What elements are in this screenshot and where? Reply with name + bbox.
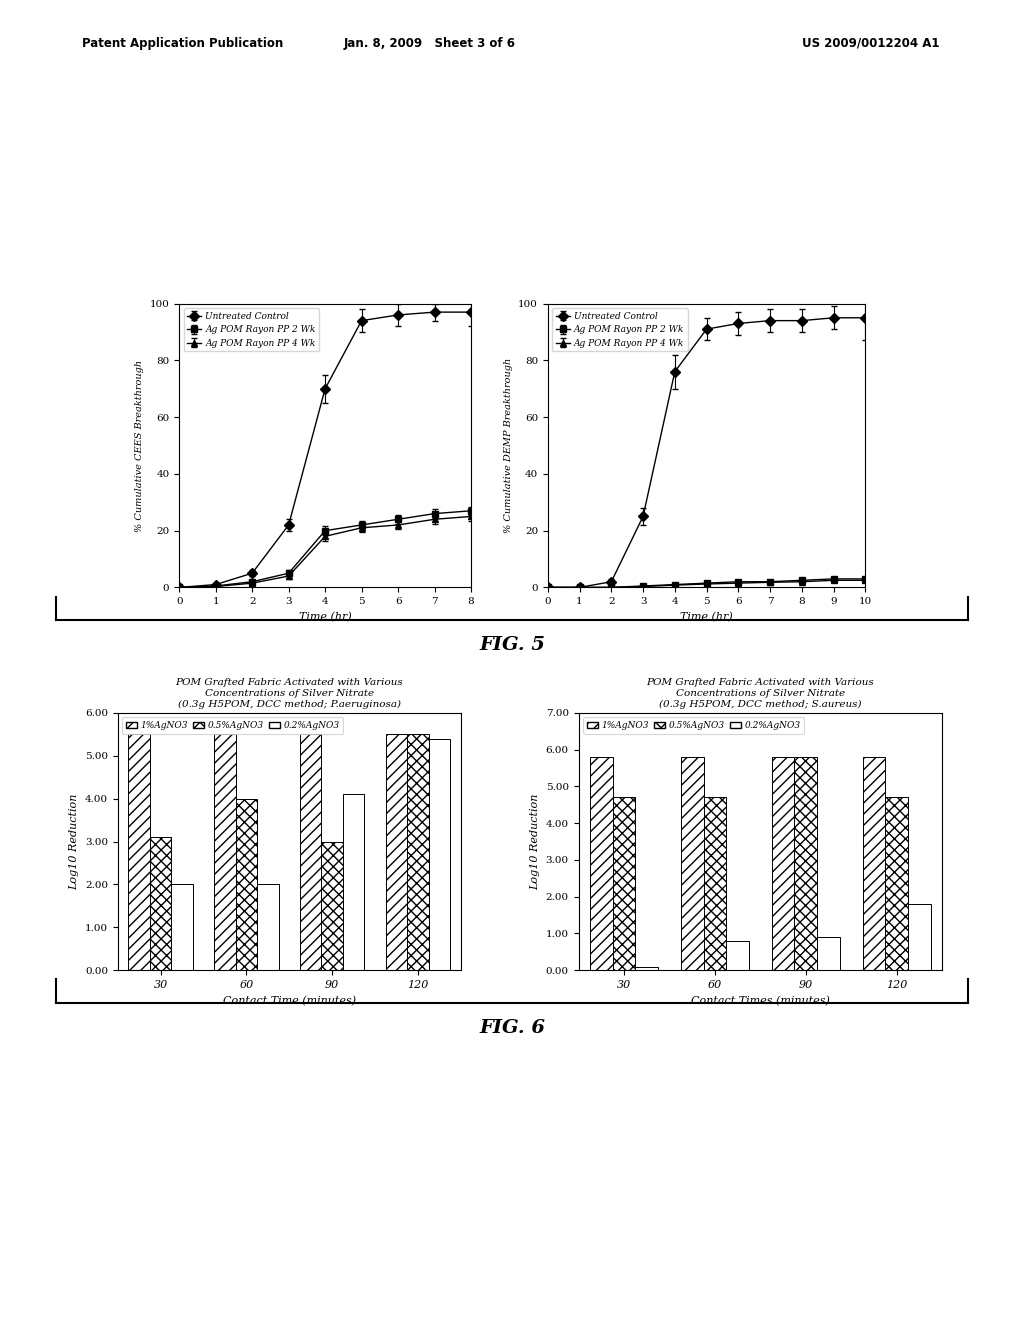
Bar — [703, 797, 726, 970]
Bar — [236, 799, 257, 970]
X-axis label: Time (hr): Time (hr) — [299, 611, 351, 622]
Bar — [908, 904, 931, 970]
Bar — [862, 756, 886, 970]
Bar — [386, 734, 408, 970]
Bar — [171, 884, 193, 970]
Text: Jan. 8, 2009   Sheet 3 of 6: Jan. 8, 2009 Sheet 3 of 6 — [344, 37, 516, 50]
Bar — [726, 941, 749, 970]
Bar — [429, 739, 451, 970]
Bar — [214, 734, 236, 970]
Bar — [257, 884, 279, 970]
Title: POM Grafted Fabric Activated with Various
Concentrations of Silver Nitrate
(0.3g: POM Grafted Fabric Activated with Variou… — [646, 678, 874, 709]
X-axis label: Contact Times (minutes): Contact Times (minutes) — [691, 995, 829, 1006]
Legend: 1%AgNO3, 0.5%AgNO3, 0.2%AgNO3: 1%AgNO3, 0.5%AgNO3, 0.2%AgNO3 — [122, 717, 343, 734]
X-axis label: Time (hr): Time (hr) — [680, 611, 733, 622]
Bar — [150, 837, 171, 970]
Text: FIG. 6: FIG. 6 — [479, 1019, 545, 1038]
Bar — [817, 937, 840, 970]
Bar — [635, 966, 658, 970]
Y-axis label: % Cumulative DEMP Breakthrough: % Cumulative DEMP Breakthrough — [504, 358, 513, 533]
Text: FIG. 5: FIG. 5 — [479, 636, 545, 655]
Bar — [300, 734, 322, 970]
Y-axis label: Log10 Reduction: Log10 Reduction — [530, 793, 540, 890]
Bar — [772, 756, 795, 970]
Y-axis label: Log10 Reduction: Log10 Reduction — [70, 793, 79, 890]
Legend: Untreated Control, Ag POM Rayon PP 2 Wk, Ag POM Rayon PP 4 Wk: Untreated Control, Ag POM Rayon PP 2 Wk,… — [183, 308, 319, 351]
Text: US 2009/0012204 A1: US 2009/0012204 A1 — [802, 37, 939, 50]
Bar — [681, 756, 703, 970]
Legend: Untreated Control, Ag POM Rayon PP 2 Wk, Ag POM Rayon PP 4 Wk: Untreated Control, Ag POM Rayon PP 2 Wk,… — [552, 308, 688, 351]
Bar — [408, 734, 429, 970]
X-axis label: Contact Time (minutes): Contact Time (minutes) — [222, 995, 356, 1006]
Y-axis label: % Cumulative CEES Breakthrough: % Cumulative CEES Breakthrough — [135, 359, 144, 532]
Bar — [590, 756, 612, 970]
Legend: 1%AgNO3, 0.5%AgNO3, 0.2%AgNO3: 1%AgNO3, 0.5%AgNO3, 0.2%AgNO3 — [583, 717, 804, 734]
Bar — [795, 756, 817, 970]
Bar — [612, 797, 635, 970]
Text: Patent Application Publication: Patent Application Publication — [82, 37, 284, 50]
Bar — [322, 842, 343, 970]
Bar — [128, 734, 150, 970]
Bar — [886, 797, 908, 970]
Bar — [343, 795, 365, 970]
Title: POM Grafted Fabric Activated with Various
Concentrations of Silver Nitrate
(0.3g: POM Grafted Fabric Activated with Variou… — [175, 678, 403, 709]
